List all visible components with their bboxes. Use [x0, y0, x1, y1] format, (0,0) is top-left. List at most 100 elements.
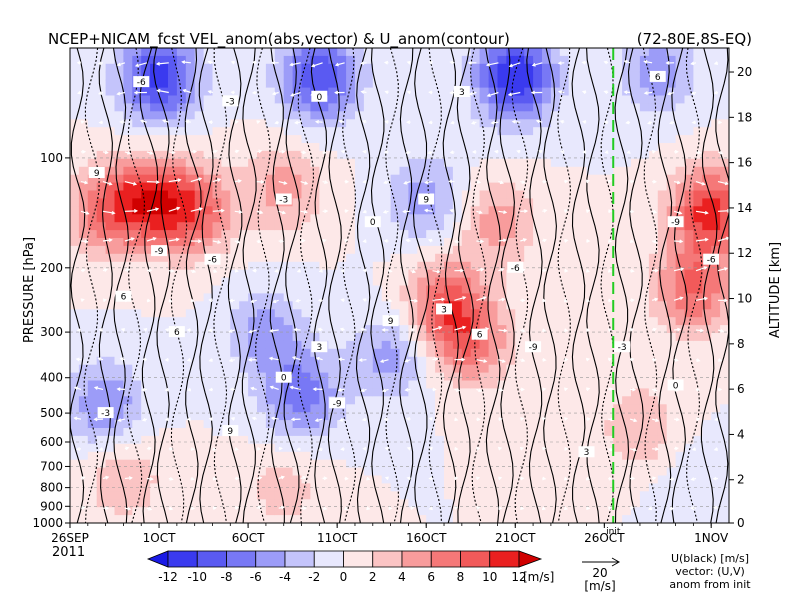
heat-cell	[622, 515, 632, 523]
heat-cell	[470, 475, 481, 484]
heat-cell	[283, 443, 294, 453]
heat-cell	[176, 356, 187, 366]
heat-cell	[613, 348, 623, 358]
heat-cell	[212, 103, 222, 112]
heat-cell	[577, 206, 588, 215]
heat-cell	[337, 166, 347, 176]
heat-cell	[274, 119, 285, 128]
heat-cell	[586, 190, 596, 199]
heat-cell	[631, 491, 641, 500]
heat-cell	[657, 214, 668, 223]
heat-cell	[426, 285, 436, 294]
heat-cell	[203, 293, 214, 302]
heat-cell	[168, 507, 178, 516]
heat-cell	[720, 443, 729, 453]
heat-cell	[78, 412, 89, 421]
heat-cell	[613, 245, 623, 255]
heat-cell	[328, 285, 338, 294]
heat-cell	[452, 119, 463, 128]
heat-cell	[265, 71, 276, 81]
heat-cell	[515, 55, 525, 65]
heat-cell	[720, 325, 729, 334]
heat-cell	[230, 420, 240, 429]
vector-head	[301, 238, 306, 243]
vector-head	[383, 60, 389, 65]
heat-cell	[239, 340, 249, 350]
heat-cell	[533, 87, 543, 97]
heat-cell	[595, 475, 605, 484]
heat-cell	[310, 245, 320, 255]
heat-cell	[96, 356, 107, 366]
heat-cell	[497, 174, 507, 184]
heat-cell	[497, 467, 507, 477]
vector-head	[98, 328, 103, 332]
heat-cell	[399, 48, 409, 57]
heat-cell	[248, 103, 258, 112]
heat-cell	[132, 396, 142, 405]
heat-cell	[159, 507, 169, 516]
heat-cell	[417, 230, 427, 239]
heat-cell	[470, 420, 481, 429]
vector-head	[269, 385, 274, 390]
heat-cell	[132, 428, 142, 437]
heat-cell	[452, 143, 463, 152]
vector-head	[281, 149, 286, 154]
heat-cell	[319, 198, 329, 207]
vector-head	[304, 181, 309, 185]
heat-cell	[114, 166, 124, 176]
heat-cell	[283, 285, 294, 294]
heat-cell	[114, 372, 124, 382]
heat-cell	[283, 166, 294, 176]
heat-cell	[461, 119, 472, 128]
heat-cell	[648, 412, 659, 421]
heat-cell	[550, 245, 561, 255]
heat-cell	[577, 230, 588, 239]
heat-cell	[265, 499, 276, 508]
heat-cell	[595, 198, 605, 207]
heat-cell	[123, 364, 133, 374]
heat-cell	[248, 451, 258, 461]
heat-cell	[408, 269, 418, 279]
heat-cell	[230, 435, 240, 445]
heat-cell	[310, 396, 320, 405]
heat-cell	[168, 301, 178, 310]
heat-cell	[159, 412, 169, 421]
heat-cell	[141, 198, 151, 207]
heat-cell	[684, 404, 694, 413]
heat-cell	[586, 127, 596, 136]
heat-cell	[239, 348, 249, 358]
heat-cell	[631, 380, 641, 389]
heat-cell	[470, 412, 481, 421]
heat-cell	[488, 380, 499, 389]
heat-cell	[301, 301, 311, 310]
heat-cell	[372, 261, 383, 271]
heat-cell	[337, 364, 347, 374]
heat-cell	[693, 158, 703, 168]
heat-cell	[417, 396, 427, 405]
heat-cell	[337, 103, 347, 112]
heat-cell	[586, 261, 596, 271]
heat-cell	[185, 158, 196, 168]
heat-cell	[506, 150, 516, 160]
heat-cell	[265, 230, 276, 239]
heat-cell	[479, 261, 490, 271]
heat-cell	[203, 103, 214, 112]
heat-cell	[604, 269, 614, 279]
heat-cell	[586, 396, 596, 405]
heat-cell	[568, 63, 579, 73]
heat-cell	[720, 404, 729, 413]
heat-cell	[346, 467, 356, 477]
heat-cell	[702, 467, 712, 477]
heat-cell	[310, 428, 320, 437]
heat-cell	[328, 166, 338, 176]
heat-cell	[613, 475, 623, 484]
heat-cell	[70, 293, 80, 302]
heat-cell	[417, 467, 427, 477]
heat-cell	[141, 443, 151, 453]
heat-cell	[292, 475, 303, 484]
heat-cell	[346, 340, 356, 350]
heat-cell	[141, 143, 151, 152]
heat-cell	[70, 277, 80, 287]
heat-cell	[203, 372, 214, 382]
heat-cell	[711, 364, 721, 374]
